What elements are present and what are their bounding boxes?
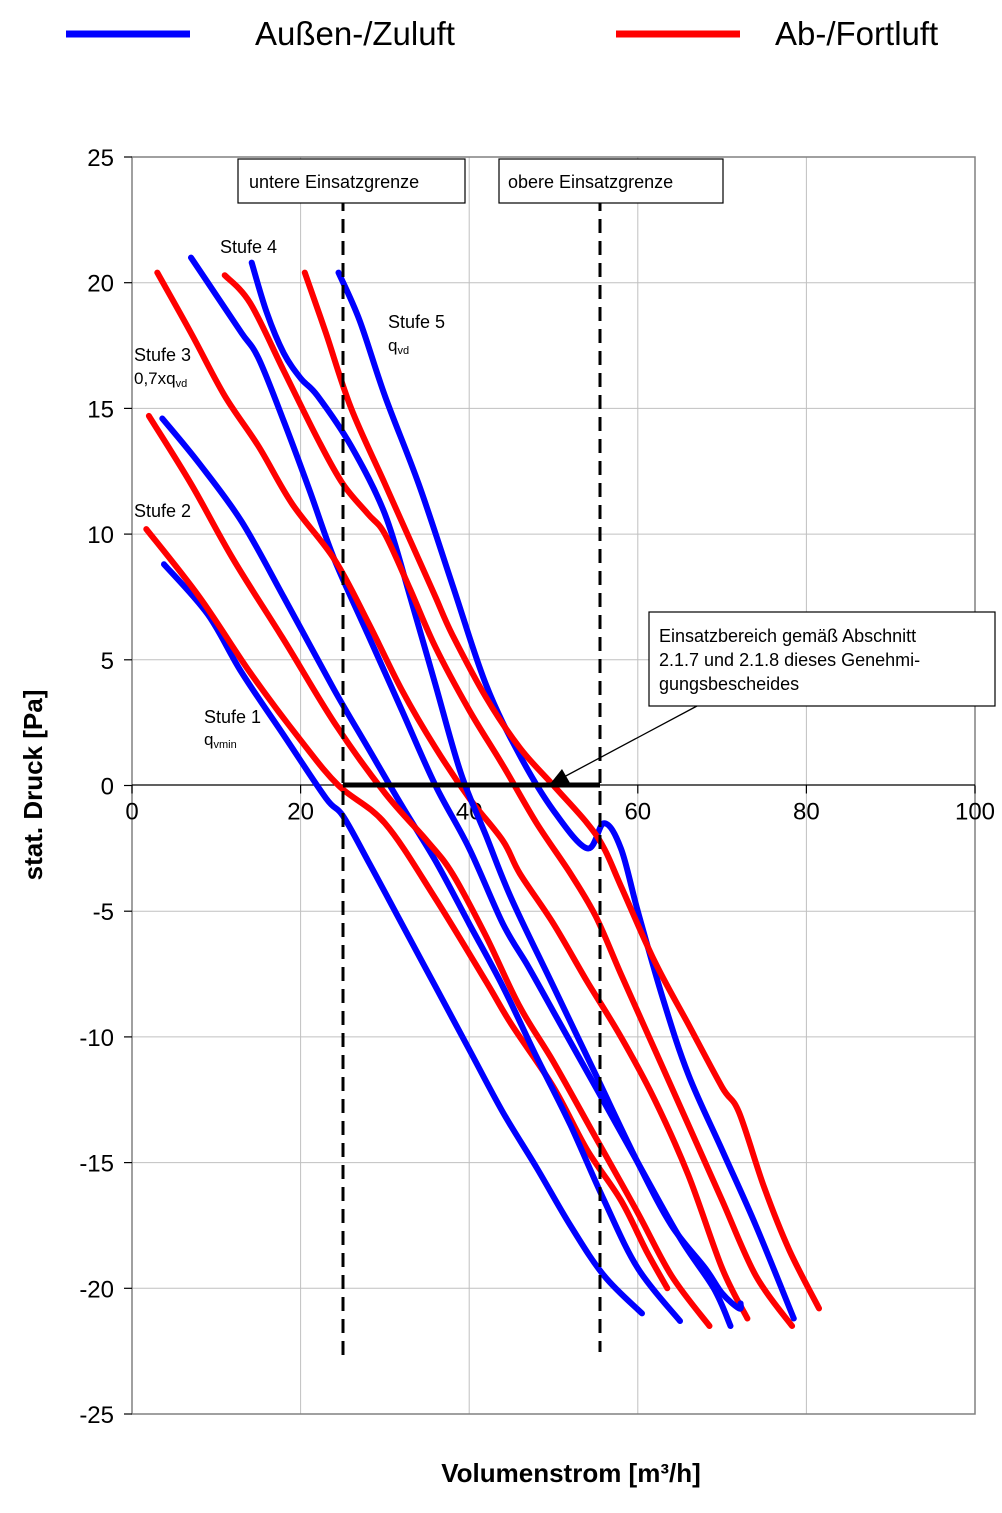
series-line-fortluft-8 (221, 272, 796, 1329)
callout-arrow-head (550, 769, 570, 784)
untere-einsatzgrenze-box (237, 158, 466, 204)
y-tick-label: -15 (79, 1151, 114, 1178)
y-axis: 25 20 15 10 5 0 -5 -10 -15 -20 -25 (79, 145, 132, 1429)
untere-einsatzgrenze-label: untere Einsatzgrenze (249, 172, 419, 192)
einsatzbereich-text-1: Einsatzbereich gemäß Abschnitt (659, 626, 916, 646)
x-tick-label: 100 (955, 799, 995, 826)
annotation-stufe1-sub: vmin (213, 739, 236, 751)
annotation-stufe5: Stufe 5 (388, 312, 445, 332)
y-tick-label: -10 (79, 1025, 114, 1052)
annotation-stufe1-q: q (204, 730, 213, 749)
callout-arrow-line (561, 705, 698, 779)
annotation-stufe5-qvd: qvd (388, 336, 409, 357)
annotation-stufe3-sub: vd (176, 378, 188, 390)
series-line-fortluft-2 (143, 526, 671, 1292)
y-tick-label: 25 (87, 145, 114, 172)
series-line-zuluft-3 (159, 415, 683, 1324)
legend: Außen-/Zuluft Ab-/Fortluft (66, 15, 938, 52)
x-tick-label: 60 (624, 799, 651, 826)
obere-einsatzgrenze-label: obere Einsatzgrenze (508, 172, 673, 192)
series-line-fortluft-6 (154, 269, 751, 1322)
y-tick-label: 20 (87, 271, 114, 298)
legend-label-zuluft: Außen-/Zuluft (255, 15, 455, 52)
series-line-zuluft-1 (161, 561, 645, 1317)
y-tick-label: 15 (87, 396, 114, 423)
annotation-stufe4: Stufe 4 (220, 237, 277, 257)
annotation-stufe3: Stufe 3 (134, 345, 191, 365)
series-group (143, 254, 822, 1329)
y-tick-label: 10 (87, 522, 114, 549)
annotation-stufe2: Stufe 2 (134, 501, 191, 521)
obere-einsatzgrenze-box (498, 158, 724, 204)
y-tick-label: 0 (101, 774, 114, 801)
series-line-zuluft-7 (248, 259, 744, 1312)
annotation-stufe5-q: q (388, 336, 397, 355)
x-tick-label: 80 (793, 799, 820, 826)
annotation-stufe3-l2: 0,7xq (134, 369, 176, 388)
series-line-fortluft-10 (301, 269, 822, 1312)
einsatzbereich-box (648, 611, 996, 707)
x-tick-label: 20 (287, 799, 314, 826)
y-axis-title: stat. Druck [Pa] (18, 690, 48, 881)
einsatzbereich-text-2: 2.1.7 und 2.1.8 dieses Genehmi- (659, 650, 920, 670)
x-tick-label: 0 (125, 799, 138, 826)
y-tick-label: -20 (79, 1276, 114, 1303)
legend-label-fortluft: Ab-/Fortluft (775, 15, 938, 52)
series-line-fortluft-4 (145, 412, 713, 1329)
y-tick-label: -25 (79, 1402, 114, 1429)
annotation-stufe3-07xqvd: 0,7xqvd (134, 369, 187, 390)
series-line-zuluft-9 (335, 269, 797, 1322)
annotation-stufe1-qvmin: qvmin (204, 730, 237, 751)
y-tick-label: 5 (101, 648, 114, 675)
annotation-stufe5-sub: vd (397, 345, 409, 357)
x-axis-title: Volumenstrom [m³/h] (441, 1458, 701, 1488)
einsatzbereich-text-3: gungsbescheides (659, 674, 799, 694)
y-tick-label: -5 (93, 899, 114, 926)
series-line-zuluft-5 (188, 254, 734, 1329)
annotation-stufe1: Stufe 1 (204, 707, 261, 727)
